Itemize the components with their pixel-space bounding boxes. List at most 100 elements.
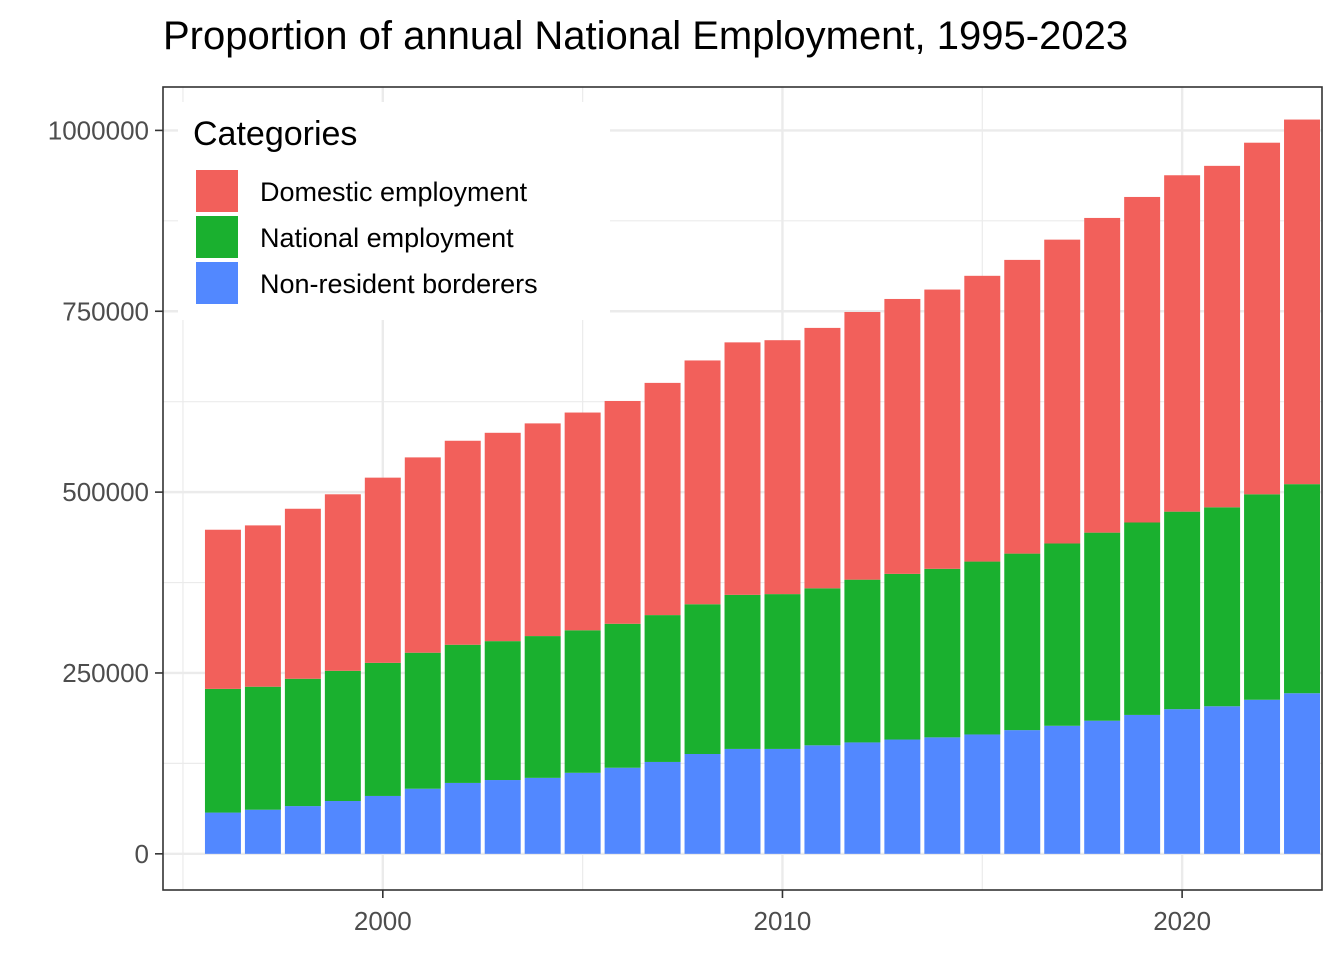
bar-segment	[1004, 730, 1041, 854]
bar-segment	[924, 289, 961, 569]
bar-segment	[764, 594, 801, 749]
bar-segment	[724, 594, 761, 749]
y-tick-label: 0	[135, 839, 149, 869]
bar-segment	[444, 782, 481, 854]
bar-segment	[764, 340, 801, 595]
bar-segment	[1204, 507, 1241, 707]
bar-segment	[844, 579, 881, 743]
legend-key	[196, 216, 238, 258]
bar-segment	[724, 748, 761, 854]
bar-segment	[244, 686, 281, 810]
legend-key	[196, 262, 238, 304]
bar-segment	[1044, 725, 1081, 854]
bar-segment	[244, 809, 281, 854]
y-tick-label: 750000	[62, 296, 149, 326]
bar-segment	[564, 772, 601, 854]
bar-segment	[404, 457, 441, 653]
bar-segment	[964, 275, 1001, 562]
bar-segment	[244, 525, 281, 687]
bar-segment	[644, 615, 681, 762]
bar-segment	[404, 788, 441, 854]
bar-segment	[284, 806, 321, 854]
bar-segment	[1284, 484, 1321, 694]
legend-label: Non-resident borderers	[260, 269, 538, 299]
x-tick-label: 2020	[1153, 906, 1211, 936]
bar-segment	[1044, 543, 1081, 726]
bar-segment	[324, 494, 361, 671]
bar-segment	[524, 636, 561, 778]
bar-segment	[564, 412, 601, 631]
bar-segment	[284, 508, 321, 679]
bar-segment	[484, 432, 521, 642]
bar-segment	[1004, 259, 1041, 554]
bar-segment	[884, 298, 921, 574]
legend-label: Domestic employment	[260, 177, 528, 207]
bar-segment	[1284, 119, 1321, 485]
bar-segment	[364, 662, 401, 796]
bar-segment	[1204, 706, 1241, 854]
bar-segment	[524, 423, 561, 637]
bar-segment	[684, 604, 721, 754]
bar-segment	[604, 623, 641, 768]
bar-segment	[284, 678, 321, 807]
bar-segment	[1164, 709, 1201, 854]
y-tick-label: 500000	[62, 477, 149, 507]
legend-layer: Categories Domestic employment National em…	[178, 102, 610, 320]
bar-segment	[844, 742, 881, 854]
bar-segment	[1124, 714, 1161, 854]
legend-title: Categories	[193, 115, 357, 153]
y-tick-label: 250000	[62, 658, 149, 688]
bar-segment	[204, 529, 241, 689]
bar-segment	[324, 801, 361, 854]
y-tick-label: 1000000	[48, 115, 149, 145]
bar-segment	[204, 688, 241, 813]
bar-segment	[1124, 522, 1161, 715]
bar-segment	[484, 641, 521, 781]
bar-segment	[364, 795, 401, 854]
bar-segment	[564, 630, 601, 773]
x-tick-label: 2000	[354, 906, 412, 936]
bar-segment	[1164, 511, 1201, 710]
bar-segment	[604, 767, 641, 854]
bar-segment	[1084, 532, 1121, 721]
bar-segment	[444, 644, 481, 783]
bar-segment	[524, 777, 561, 854]
chart-title: Proportion of annual National Employment…	[163, 14, 1129, 58]
bar-segment	[884, 573, 921, 740]
bar-segment	[364, 477, 401, 663]
bar-segment	[604, 400, 641, 624]
bar-segment	[644, 382, 681, 616]
axis-layer: 0 250000 500000 750000 1000000 2000 2010 2020	[48, 86, 1323, 936]
bar-segment	[684, 360, 721, 605]
bar-segment	[724, 342, 761, 595]
legend-box	[178, 102, 610, 320]
bar-segment	[884, 739, 921, 854]
bar-segment	[1244, 494, 1281, 700]
bar-segment	[1124, 196, 1161, 523]
bar-segment	[1044, 239, 1081, 544]
bar-segment	[764, 748, 801, 854]
bar-segment	[1204, 165, 1241, 508]
panel-border	[162, 86, 1323, 891]
bar-segment	[924, 568, 961, 738]
bar-segment	[1004, 553, 1041, 731]
bar-segment	[484, 780, 521, 854]
x-tick-label: 2010	[754, 906, 812, 936]
bar-segment	[644, 761, 681, 854]
bar-segment	[1084, 217, 1121, 533]
bar-segment	[1244, 699, 1281, 854]
bars-layer	[204, 119, 1321, 854]
bar-segment	[964, 561, 1001, 735]
bar-segment	[324, 670, 361, 802]
bar-segment	[804, 327, 841, 589]
bar-segment	[804, 745, 841, 854]
bar-segment	[964, 734, 1001, 854]
bar-segment	[444, 440, 481, 645]
legend-key	[196, 170, 238, 212]
bar-segment	[844, 311, 881, 580]
bar-segment	[924, 737, 961, 854]
bar-segment	[1084, 720, 1121, 854]
bar-segment	[1284, 693, 1321, 854]
